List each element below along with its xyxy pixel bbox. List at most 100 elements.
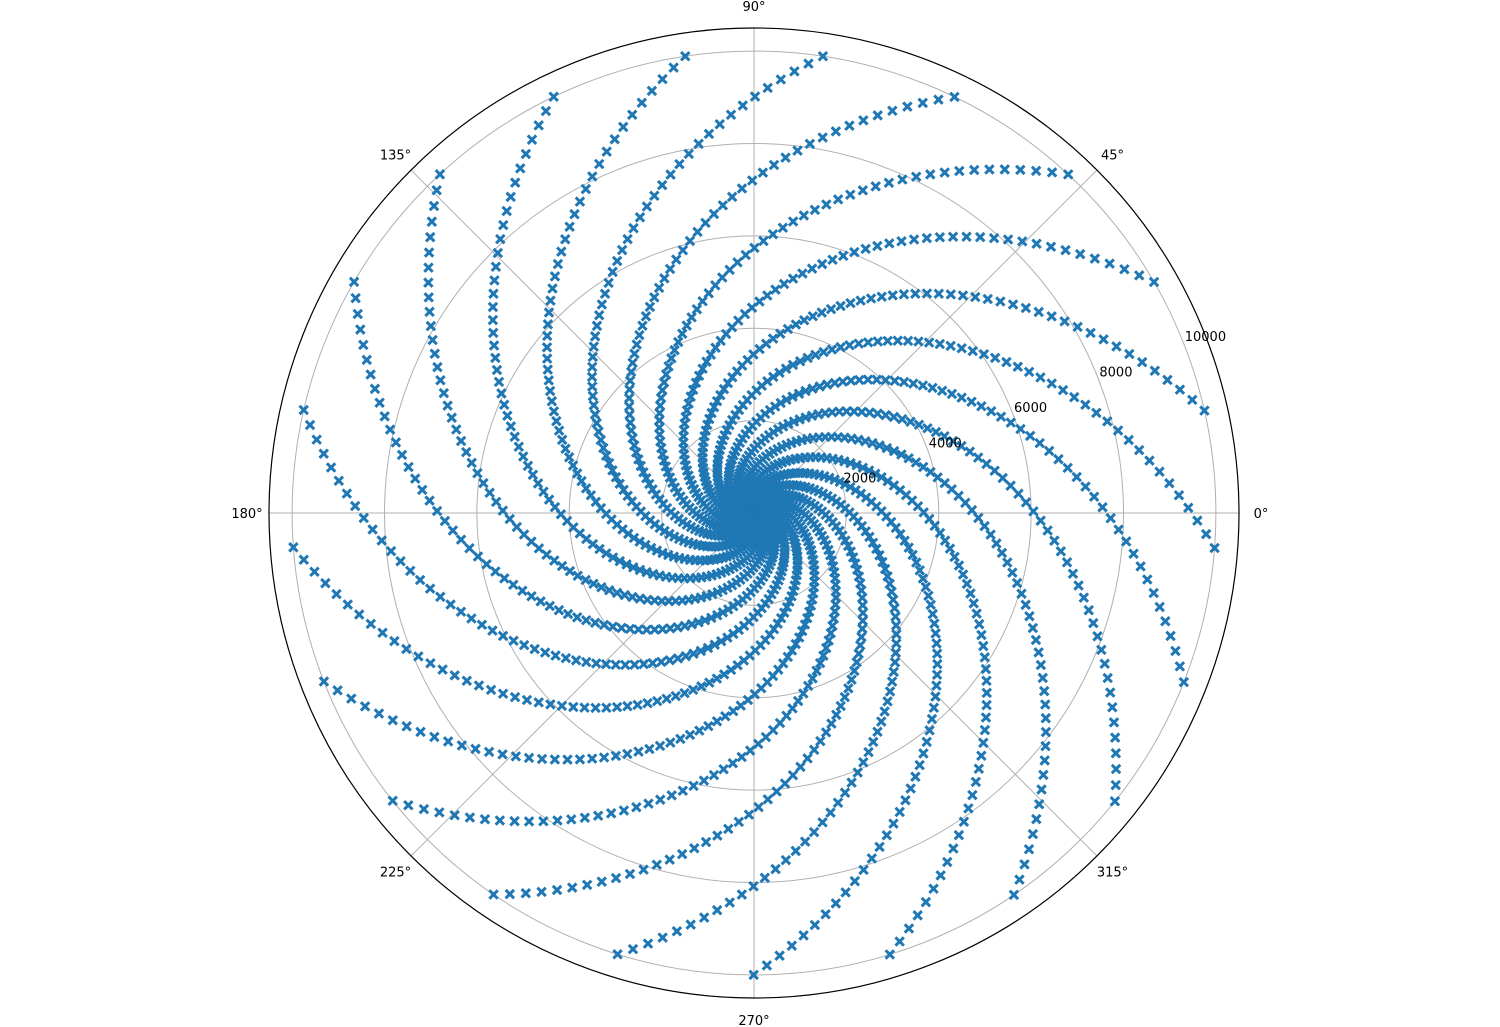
scatter-point	[488, 288, 499, 300]
scatter-point	[914, 565, 926, 576]
scatter-point	[450, 424, 462, 435]
scatter-point	[481, 558, 492, 570]
scatter-point	[889, 375, 901, 387]
scatter-point	[446, 412, 458, 424]
scatter-point	[429, 731, 440, 743]
scatter-point	[523, 816, 535, 827]
scatter-point	[797, 268, 808, 279]
scatter-point	[1024, 430, 1036, 442]
scatter-point	[872, 240, 883, 252]
scatter-point	[854, 374, 865, 386]
scatter-point	[401, 721, 412, 732]
scatter-point	[610, 471, 622, 483]
scatter-point	[625, 417, 636, 428]
scatter-point	[472, 467, 483, 479]
scatter-point	[890, 647, 902, 659]
scatter-point	[342, 599, 354, 610]
scatter-point	[687, 684, 699, 696]
scatter-point	[908, 234, 920, 245]
scatter-point	[563, 452, 575, 463]
scatter-point	[644, 743, 655, 755]
scatter-point	[807, 383, 818, 394]
scatter-point	[883, 177, 895, 189]
scatter-point	[346, 693, 357, 704]
scatter-point	[807, 311, 819, 322]
scatter-point	[705, 349, 717, 360]
scatter-point	[539, 647, 551, 658]
scatter-point	[735, 700, 747, 711]
scatter-point	[727, 705, 739, 717]
scatter-point	[618, 805, 630, 816]
scatter-point	[968, 598, 979, 609]
scatter-point	[896, 235, 907, 247]
scatter-point	[629, 348, 640, 359]
scatter-point	[622, 233, 633, 245]
scatter-point	[640, 539, 651, 551]
scatter-point	[725, 109, 737, 121]
scatter-point	[857, 185, 869, 196]
scatter-point	[377, 627, 388, 639]
scatter-point	[857, 623, 868, 635]
scatter-point	[897, 174, 908, 185]
scatter-point	[1020, 302, 1032, 314]
scatter-point	[593, 158, 605, 170]
scatter-point	[1142, 574, 1153, 585]
scatter-point	[548, 91, 559, 103]
scatter-point	[553, 425, 565, 436]
scatter-point	[488, 340, 500, 351]
scatter-point	[789, 66, 800, 77]
scatter-point	[1109, 732, 1121, 743]
scatter-point	[522, 460, 534, 472]
scatter-point	[614, 478, 625, 489]
scatter-point	[929, 618, 940, 629]
scatter-point	[529, 643, 540, 655]
scatter-point	[907, 549, 918, 561]
scatter-point	[509, 815, 520, 827]
scatter-point	[775, 397, 786, 409]
scatter-point	[587, 351, 599, 363]
scatter-point	[694, 725, 705, 736]
scatter-point	[520, 887, 532, 899]
scatter-point	[552, 815, 563, 826]
scatter-point	[627, 357, 638, 369]
scatter-point	[767, 228, 779, 240]
scatter-point	[837, 376, 849, 387]
scatter-point	[690, 377, 702, 389]
scatter-point	[473, 680, 485, 691]
scatter-point	[1154, 601, 1165, 613]
scatter-point	[947, 231, 959, 243]
scatter-point	[693, 370, 705, 382]
scatter-point	[413, 651, 424, 662]
scatter-point	[657, 932, 668, 943]
scatter-point	[933, 94, 944, 105]
scatter-point	[543, 375, 555, 386]
scatter-point	[533, 697, 544, 708]
scatter-point	[677, 785, 689, 797]
scatter-point	[1040, 726, 1052, 738]
scatter-point	[657, 385, 668, 396]
scatter-point	[787, 216, 799, 227]
scatter-point	[1178, 676, 1190, 688]
scatter-point	[708, 401, 720, 413]
scatter-point	[1031, 238, 1042, 250]
scatter-point	[1097, 501, 1108, 513]
scatter-point	[333, 475, 345, 487]
scatter-point	[502, 410, 513, 421]
scatter-point	[541, 353, 553, 364]
scatter-point	[544, 385, 556, 397]
scatter-point	[666, 353, 677, 364]
scatter-point	[679, 620, 691, 632]
scatter-point	[1104, 687, 1116, 698]
scatter-point	[942, 856, 953, 868]
scatter-point	[495, 233, 506, 245]
scatter-point	[913, 419, 925, 431]
scatter-point	[434, 807, 445, 818]
scatter-point	[874, 550, 885, 561]
scatter-point	[1016, 588, 1027, 599]
scatter-point	[580, 614, 592, 626]
scatter-point	[1067, 568, 1079, 579]
scatter-point	[318, 676, 330, 687]
scatter-point	[1023, 366, 1035, 378]
scatter-point	[895, 528, 906, 540]
scatter-point	[414, 574, 426, 586]
